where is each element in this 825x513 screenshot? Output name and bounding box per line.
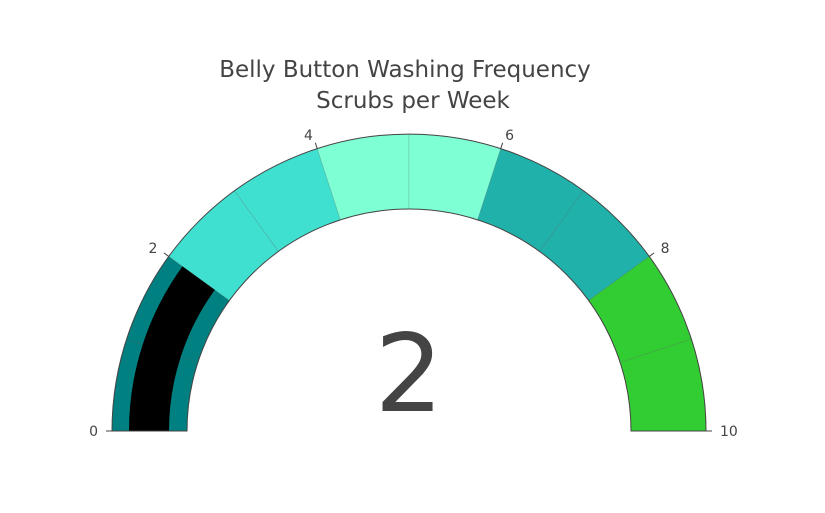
- gauge-bar-group: [129, 266, 215, 431]
- gauge-tick-4: [314, 142, 318, 149]
- gauge-tick-label-6: 6: [505, 128, 514, 144]
- gauge-value-bar: [129, 266, 215, 431]
- gauge-tick-label-10: 10: [720, 424, 738, 440]
- gauge-outline-group: [111, 133, 707, 432]
- gauge-title-line-1: Belly Button Washing Frequency: [219, 57, 591, 83]
- gauge-tick-label-4: 4: [304, 128, 313, 144]
- gauge-tick-label-8: 8: [661, 241, 670, 257]
- gauge-steps: [111, 133, 707, 432]
- gauge-tick-6: [500, 142, 504, 149]
- gauge-value-number: 2: [375, 312, 444, 437]
- gauge-tick-label-2: 2: [148, 241, 157, 257]
- gauge-tick-8: [648, 252, 655, 257]
- gauge-outline: [111, 133, 707, 432]
- gauge-ticks: 0 2 4 6 8 10: [89, 128, 738, 440]
- gauge-title-line-2: Scrubs per Week: [316, 88, 510, 114]
- gauge-tick-2: [163, 252, 170, 257]
- gauge-tick-label-0: 0: [89, 424, 98, 440]
